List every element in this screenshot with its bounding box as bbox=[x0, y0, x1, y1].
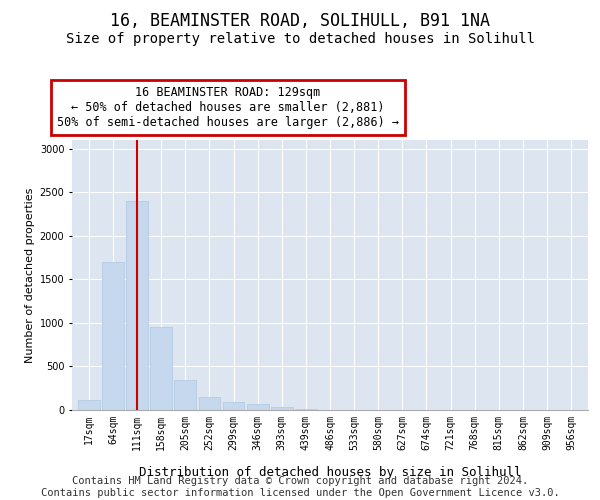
Y-axis label: Number of detached properties: Number of detached properties bbox=[25, 188, 35, 362]
Text: 16, BEAMINSTER ROAD, SOLIHULL, B91 1NA: 16, BEAMINSTER ROAD, SOLIHULL, B91 1NA bbox=[110, 12, 490, 30]
Bar bbox=[199, 397, 220, 410]
Bar bbox=[271, 406, 293, 410]
Bar bbox=[102, 262, 124, 410]
Text: Distribution of detached houses by size in Solihull: Distribution of detached houses by size … bbox=[139, 466, 521, 479]
Bar bbox=[78, 400, 100, 410]
Bar bbox=[126, 201, 148, 410]
Text: 16 BEAMINSTER ROAD: 129sqm
← 50% of detached houses are smaller (2,881)
50% of s: 16 BEAMINSTER ROAD: 129sqm ← 50% of deta… bbox=[57, 86, 399, 129]
Bar bbox=[151, 328, 172, 410]
Text: Size of property relative to detached houses in Solihull: Size of property relative to detached ho… bbox=[65, 32, 535, 46]
Bar bbox=[247, 404, 269, 410]
Text: Contains HM Land Registry data © Crown copyright and database right 2024.
Contai: Contains HM Land Registry data © Crown c… bbox=[41, 476, 559, 498]
Bar bbox=[175, 380, 196, 410]
Bar bbox=[295, 409, 317, 410]
Bar bbox=[223, 402, 244, 410]
